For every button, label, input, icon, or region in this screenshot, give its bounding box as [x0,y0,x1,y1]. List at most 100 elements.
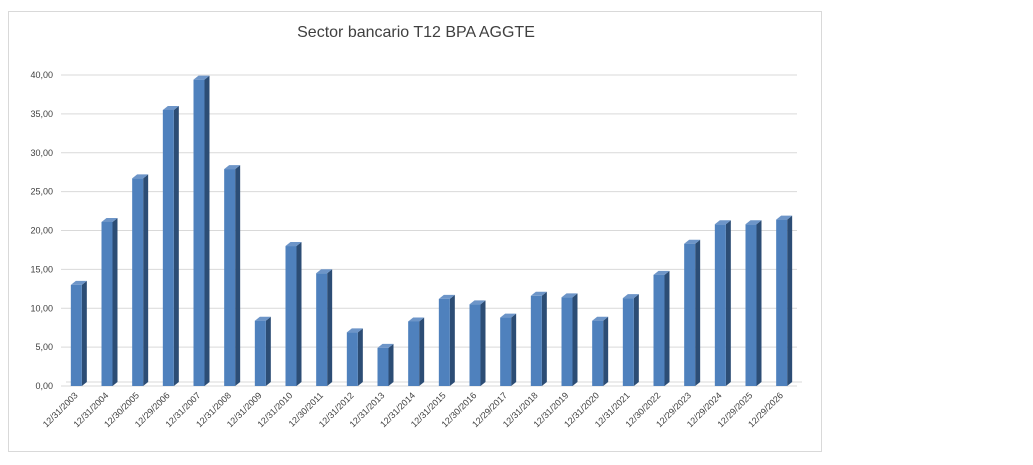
bar-top [254,316,271,321]
bar-side [695,239,701,386]
bar-top [530,291,547,296]
bar [592,316,609,386]
bar-top [377,343,394,348]
bar-top [70,280,87,285]
y-tick-label: 35,00 [30,109,53,119]
y-tick-label: 40,00 [30,70,53,80]
bar-side [327,269,333,386]
bar-side [81,280,87,386]
bar-front [438,298,450,386]
bar-front [346,332,358,386]
bar-side [480,300,486,386]
bar-top [469,300,486,305]
x-axis-ticks: 12/31/200312/31/200412/30/200512/29/2006… [41,390,785,429]
bar-side [173,105,179,387]
bar-front [622,298,634,386]
bar-top [408,317,425,322]
bar-top [561,293,578,298]
y-tick-label: 20,00 [30,226,53,236]
bar-top [745,220,762,225]
bar-side [296,242,302,386]
bar-front [500,317,512,386]
bar [132,174,149,386]
bar-side [449,294,455,386]
bar-front [70,284,82,386]
bar-top [346,328,363,333]
bar-side [725,220,731,386]
chart-frame: Sector bancario T12 BPA AGGTE 0,00 5,00 10… [8,11,822,452]
bar-side [388,343,394,386]
y-tick-label: 5,00 [35,342,53,352]
bar-top [500,313,517,318]
bar [285,242,302,386]
bar-side [787,215,793,386]
bar [346,328,363,386]
bar [500,313,517,386]
bar-front [316,273,328,386]
y-tick-label: 15,00 [30,264,53,274]
bar [653,270,670,386]
y-tick-label: 25,00 [30,187,53,197]
bar-top [438,294,455,299]
bar-top [162,105,179,110]
bar-top [592,316,609,321]
bar-front [653,274,665,386]
bar-side [112,217,118,386]
bar [530,291,547,386]
bar-side [756,220,762,386]
bar-side [603,316,609,386]
bar [469,300,486,386]
bar-front [776,219,788,386]
bar-front [530,295,542,386]
bar-top [193,75,210,80]
bar-front [684,243,696,386]
bar-top [285,242,302,247]
bar [684,239,701,386]
bar [745,220,762,386]
bar [254,316,271,386]
bar-side [572,293,578,386]
bar-front [745,224,757,386]
bar-top [622,294,639,299]
bar [438,294,455,386]
bar-front [408,321,420,386]
bar-top [101,217,118,222]
bar-side [265,316,271,386]
bar-side [419,317,425,386]
bar [408,317,425,386]
bar-front [101,221,113,386]
bar-side [664,270,670,386]
bar-top [653,270,670,275]
bar-top [776,215,793,220]
bar-top [132,174,149,179]
bar-front [132,178,144,386]
chart-title: Sector bancario T12 BPA AGGTE [297,24,535,41]
bar [193,75,210,386]
bar [70,280,87,386]
y-axis-ticks: 0,00 5,00 10,00 15,00 20,00 25,00 30,00 35,00 40… [30,70,53,391]
bar-top [714,220,731,225]
bar-front [285,246,297,386]
plot-area: 0,00 5,00 10,00 15,00 20,00 25,00 30,00 35,00 40… [30,70,802,429]
bar [561,293,578,386]
y-tick-label: 10,00 [30,303,53,313]
bars [70,75,793,387]
bar-front [254,320,266,386]
bar-top [316,269,333,274]
bar-front [714,224,726,386]
bar-front [224,169,236,386]
y-tick-label: 30,00 [30,148,53,158]
bar-top [224,165,241,170]
bar [776,215,793,386]
bar [162,105,179,387]
bar-side [633,294,639,386]
bar-front [592,320,604,386]
bar-front [561,297,573,386]
bar-front [469,304,481,386]
bar-side [541,291,547,386]
bar [224,165,241,386]
bar-front [377,347,389,386]
bar [377,343,394,386]
y-tick-label: 0,00 [35,381,53,391]
bar-front [193,79,205,386]
